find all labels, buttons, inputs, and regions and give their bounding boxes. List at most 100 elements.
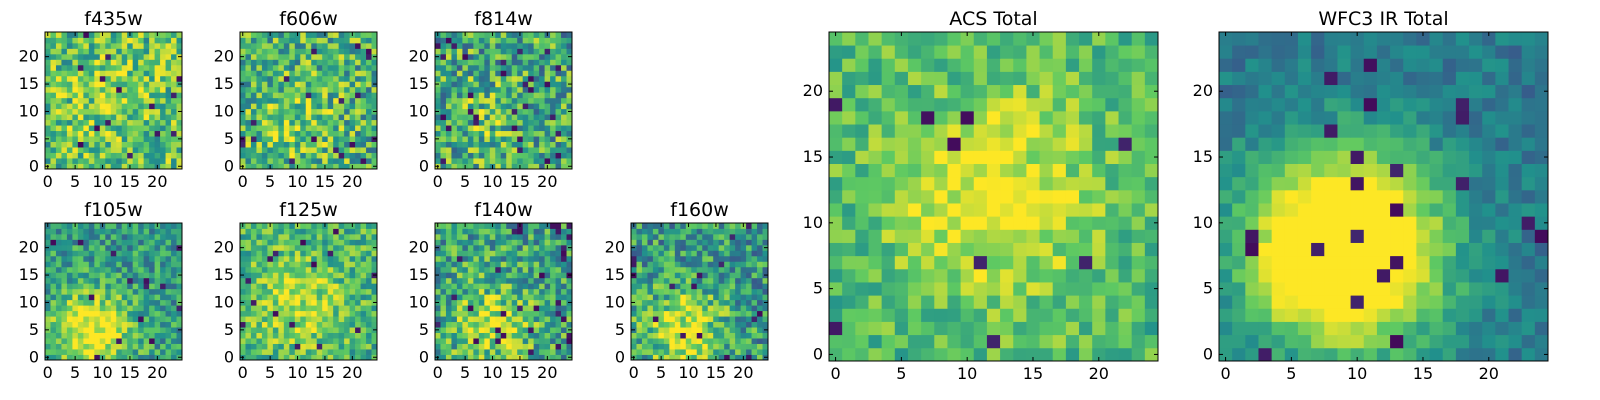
heatmap-cell: [240, 255, 246, 262]
heatmap-cell: [88, 70, 95, 77]
y-tick-label: 5: [29, 320, 39, 339]
heatmap-cell: [240, 59, 246, 66]
heatmap-cell: [278, 32, 285, 38]
heatmap-cell: [1092, 268, 1106, 283]
heatmap-cell: [511, 59, 518, 66]
heatmap-cell: [61, 288, 68, 295]
heatmap-cell: [294, 81, 301, 88]
heatmap-cell: [855, 242, 869, 257]
heatmap-cell: [250, 125, 257, 132]
heatmap-cell: [355, 288, 361, 295]
heatmap-cell: [762, 288, 769, 295]
heatmap-cell: [360, 223, 367, 229]
heatmap-cell: [435, 261, 441, 268]
heatmap-cell: [462, 255, 469, 262]
heatmap-cell: [652, 266, 659, 273]
heatmap-cell: [61, 108, 68, 115]
heatmap-cell: [707, 310, 714, 317]
heatmap-cell: [256, 130, 263, 137]
heatmap-cell: [489, 92, 496, 99]
heatmap-cell: [110, 92, 117, 99]
heatmap-cell: [99, 70, 106, 77]
heatmap-cell: [868, 203, 883, 217]
heatmap-cell: [88, 158, 95, 164]
heatmap-cell: [344, 114, 350, 121]
heatmap-cell: [371, 239, 378, 246]
heatmap-cell: [278, 294, 285, 301]
heatmap-cell: [440, 70, 447, 77]
heatmap-cell: [132, 103, 139, 110]
heatmap-cell: [868, 242, 883, 257]
heatmap-cell: [45, 141, 51, 148]
heatmap-cell: [66, 119, 73, 126]
heatmap-cell: [55, 250, 62, 257]
heatmap-cell: [456, 81, 463, 88]
heatmap-cell: [278, 75, 285, 82]
heatmap-cell: [45, 294, 51, 301]
heatmap-cell: [261, 42, 268, 49]
heatmap-cell: [250, 42, 257, 49]
heatmap-cell: [1144, 321, 1159, 336]
heatmap-cell: [566, 228, 573, 235]
heatmap-cell: [171, 261, 177, 268]
heatmap-cell: [250, 223, 257, 229]
heatmap-cell: [735, 354, 741, 361]
heatmap-cell: [528, 288, 535, 295]
heatmap-cell: [50, 119, 57, 126]
heatmap-cell: [154, 261, 161, 268]
heatmap-cell: [544, 70, 551, 77]
heatmap-cell: [478, 283, 485, 290]
heatmap-cell: [300, 223, 307, 229]
heatmap-cell: [66, 114, 73, 121]
heatmap-cell: [489, 277, 496, 284]
heatmap-cell: [311, 321, 318, 328]
heatmap-cell: [456, 108, 463, 115]
heatmap-cell: [495, 332, 502, 339]
heatmap-cell: [272, 103, 279, 110]
heatmap-cell: [116, 288, 123, 295]
heatmap-cell: [506, 255, 513, 262]
heatmap-cell: [256, 108, 263, 115]
heatmap-cell: [154, 277, 161, 284]
heatmap-cell: [517, 316, 524, 323]
heatmap-cell: [256, 244, 263, 251]
heatmap-cell: [360, 305, 367, 312]
heatmap-cell: [691, 316, 698, 323]
heatmap-cell: [506, 103, 513, 110]
heatmap-cell: [127, 75, 134, 82]
heatmap-cell: [669, 277, 676, 284]
heatmap-cell: [489, 158, 496, 164]
heatmap-cell: [522, 59, 529, 66]
heatmap-cell: [132, 147, 139, 153]
heatmap-cell: [641, 266, 648, 273]
heatmap-cell: [652, 277, 659, 284]
heatmap-cell: [451, 266, 458, 273]
heatmap-cell: [305, 81, 312, 88]
heatmap-cell: [528, 305, 535, 312]
heatmap-cell: [256, 119, 263, 126]
heatmap-cell: [500, 316, 507, 323]
heatmap-cell: [371, 338, 378, 344]
heatmap-cell: [45, 239, 51, 246]
heatmap-cell: [842, 189, 856, 204]
heatmap-cell: [555, 294, 562, 301]
heatmap-cell: [333, 299, 340, 306]
heatmap-cell: [289, 114, 296, 121]
heatmap-cell: [272, 233, 279, 240]
heatmap-cell: [77, 119, 84, 126]
heatmap-cell: [522, 277, 529, 284]
heatmap-cell: [105, 228, 112, 235]
heatmap-cell: [445, 338, 452, 344]
heatmap-cell: [751, 343, 758, 350]
heatmap-cell: [50, 261, 57, 268]
heatmap-cell: [713, 299, 720, 306]
heatmap-cell: [154, 86, 161, 93]
heatmap-cell: [506, 343, 513, 350]
heatmap-cell: [1039, 203, 1054, 217]
heatmap-cell: [50, 343, 57, 350]
heatmap-cell: [94, 119, 101, 126]
heatmap-cell: [94, 343, 101, 350]
heatmap-cell: [718, 338, 725, 344]
heatmap-cell: [1026, 282, 1040, 296]
heatmap-cell: [278, 141, 285, 148]
